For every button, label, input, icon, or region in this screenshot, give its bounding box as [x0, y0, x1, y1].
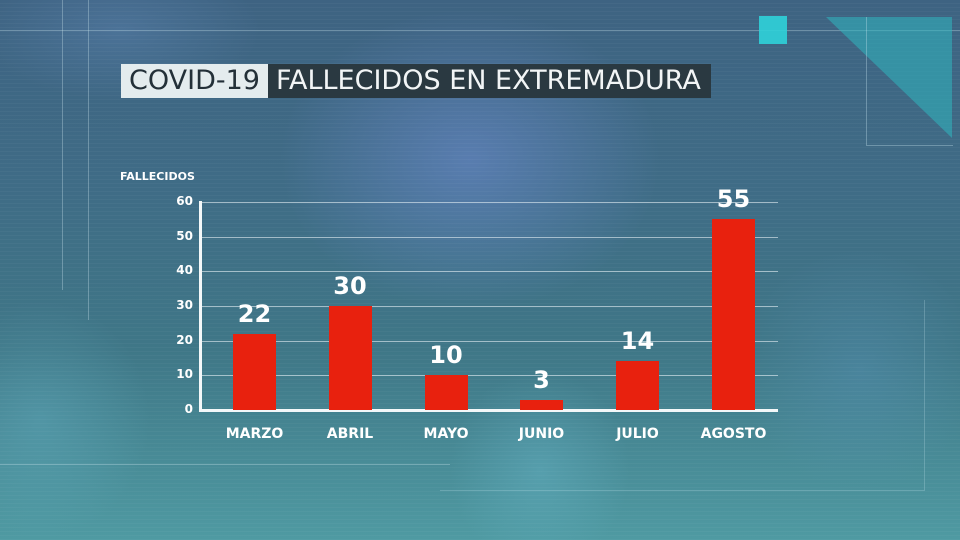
gridline	[201, 306, 778, 307]
bar-julio	[616, 361, 659, 410]
value-label: 14	[620, 327, 655, 356]
y-tick-label: 10	[176, 367, 193, 382]
chart-title: COVID-19 FALLECIDOS EN EXTREMADURA	[121, 64, 711, 98]
bar-mayo	[424, 375, 468, 410]
title-main: FALLECIDOS EN EXTREMADURA	[267, 64, 711, 98]
plot-area	[199, 201, 778, 412]
decorative-frame	[866, 17, 953, 146]
decorative-line	[0, 30, 960, 31]
y-axis-line	[199, 201, 202, 412]
gridline	[201, 340, 778, 342]
bar-junio	[520, 399, 563, 410]
y-tick-label: 40	[176, 263, 193, 278]
y-axis-label: FALLECIDOS	[120, 170, 195, 183]
gridline	[201, 236, 778, 238]
x-axis-line	[199, 409, 778, 412]
bar-marzo	[233, 333, 276, 410]
x-category-label: MAYO	[423, 426, 469, 442]
cyan-square-decoration	[759, 16, 787, 44]
y-tick-label: 20	[176, 332, 193, 347]
title-prefix: COVID-19	[121, 64, 268, 98]
bar-agosto	[712, 219, 755, 410]
x-category-label: MARZO	[225, 426, 284, 442]
decorative-line	[62, 0, 63, 290]
y-tick-label: 0	[184, 402, 193, 416]
decorative-line	[88, 0, 89, 320]
gridline	[201, 271, 778, 273]
y-tick-label: 50	[176, 228, 193, 243]
x-category-label: JUNIO	[518, 426, 565, 442]
gridline	[201, 202, 778, 203]
value-label: 22	[237, 299, 272, 328]
y-tick-label: 30	[176, 298, 193, 312]
x-category-label: JULIO	[616, 426, 659, 442]
bar-abril	[328, 306, 372, 410]
x-category-label: AGOSTO	[700, 426, 767, 442]
gridline	[201, 375, 778, 377]
value-label: 10	[429, 341, 463, 370]
decorative-line	[0, 464, 450, 465]
value-label: 3	[533, 365, 550, 394]
x-category-label: ABRIL	[326, 426, 374, 442]
y-tick-label: 60	[176, 194, 193, 208]
value-label: 30	[333, 272, 367, 300]
decorative-frame	[440, 300, 925, 491]
value-label: 55	[716, 185, 751, 214]
